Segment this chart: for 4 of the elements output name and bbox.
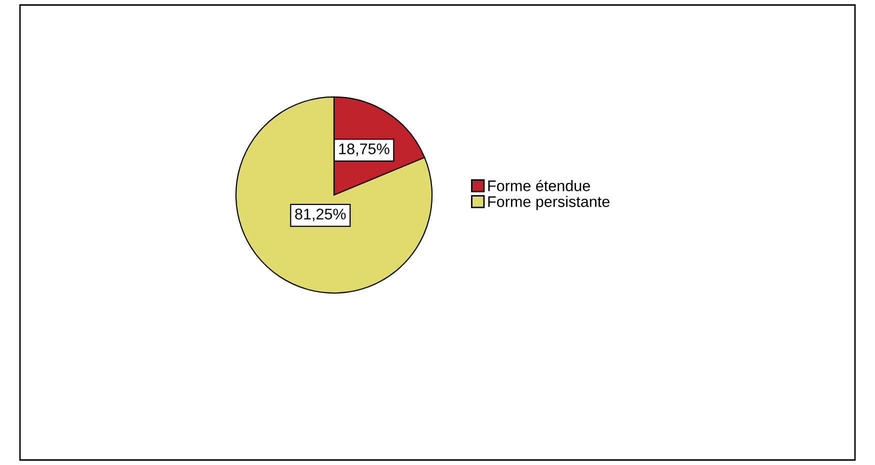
data-label: 81,25% <box>295 208 346 222</box>
data-label: 18,75% <box>339 143 390 156</box>
legend-label: Forme persistante <box>488 196 610 210</box>
legend-label: Forme étendue <box>488 180 590 192</box>
